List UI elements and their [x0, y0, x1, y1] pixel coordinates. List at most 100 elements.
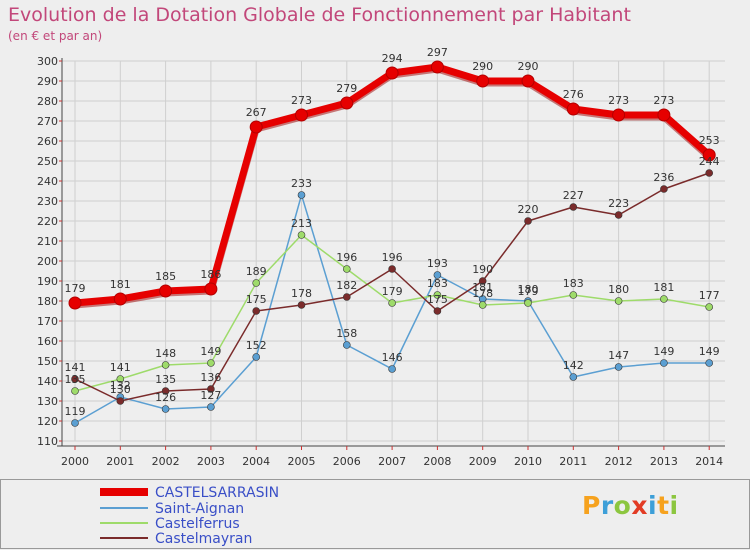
y-tick-label: 130	[37, 395, 58, 408]
y-tick-label: 170	[37, 315, 58, 328]
data-label: 135	[155, 373, 176, 386]
data-label: 190	[472, 263, 493, 276]
logo-letter: x	[631, 491, 648, 520]
data-point	[340, 96, 354, 110]
data-label: 152	[246, 339, 267, 352]
data-point	[569, 291, 578, 299]
data-label: 253	[699, 134, 720, 147]
data-label: 183	[427, 277, 448, 290]
data-label: 146	[382, 351, 403, 364]
data-label: 148	[155, 347, 176, 360]
data-point	[660, 185, 668, 193]
y-tick-label: 280	[37, 95, 58, 108]
data-label: 132	[110, 379, 131, 392]
chart-title: Evolution de la Dotation Globale de Fonc…	[8, 4, 631, 26]
x-tick-label: 2008	[423, 455, 451, 468]
chart-subtitle: (en € et par an)	[8, 29, 103, 43]
y-tick-label: 300	[37, 55, 58, 68]
data-point	[478, 301, 487, 309]
y-tick-label: 240	[37, 175, 58, 188]
data-label: 175	[246, 293, 267, 306]
y-tick-label: 140	[37, 375, 58, 388]
data-point	[388, 265, 396, 273]
data-label: 130	[110, 383, 131, 396]
y-tick-label: 190	[37, 275, 58, 288]
logo-letter: o	[613, 491, 632, 520]
y-tick-label: 150	[37, 355, 58, 368]
data-point	[295, 108, 308, 122]
x-tick-label: 2003	[197, 455, 225, 468]
data-label: 267	[246, 106, 267, 119]
x-tick-label: 2007	[378, 455, 406, 468]
x-tick-label: 2004	[242, 455, 270, 468]
data-label: 297	[427, 46, 448, 59]
data-label: 185	[155, 270, 176, 283]
data-point	[705, 303, 714, 311]
logo-letter: i	[648, 491, 658, 520]
data-label: 149	[653, 345, 674, 358]
logo-letter: P	[582, 491, 601, 520]
data-label: 233	[291, 177, 312, 190]
data-label: 119	[65, 405, 86, 418]
data-point	[161, 405, 170, 413]
data-point	[204, 282, 218, 296]
data-label: 213	[291, 217, 312, 230]
data-label: 189	[246, 265, 267, 278]
data-point	[524, 217, 532, 225]
legend-label: CASTELSARRASIN	[155, 485, 279, 501]
x-tick-label: 2006	[333, 455, 361, 468]
data-label: 294	[382, 52, 403, 65]
data-label: 290	[472, 60, 493, 73]
data-point	[116, 375, 125, 383]
data-point	[297, 191, 306, 199]
data-point	[297, 231, 306, 239]
data-point	[252, 353, 261, 361]
data-point	[207, 385, 215, 393]
data-point	[702, 148, 716, 162]
data-point	[660, 295, 668, 303]
data-point	[207, 403, 215, 411]
x-tick-label: 2000	[61, 455, 89, 468]
data-point	[161, 387, 170, 395]
logo-letter: t	[657, 491, 670, 520]
data-point	[524, 299, 532, 307]
data-point	[68, 296, 82, 310]
data-label: 220	[518, 203, 539, 216]
data-point	[614, 211, 623, 219]
y-tick-label: 160	[37, 335, 58, 348]
x-tick-label: 2010	[514, 455, 542, 468]
data-point	[521, 74, 535, 88]
data-point	[566, 102, 580, 116]
logo-letter: i	[669, 491, 679, 520]
data-label: 273	[291, 94, 312, 107]
x-tick-label: 2005	[288, 455, 316, 468]
data-label: 149	[200, 345, 221, 358]
data-point	[657, 108, 671, 122]
data-label: 181	[653, 281, 674, 294]
data-label: 279	[336, 82, 357, 95]
data-label: 273	[608, 94, 629, 107]
data-label: 244	[699, 155, 720, 168]
data-point	[388, 299, 396, 307]
x-tick-label: 2011	[559, 455, 587, 468]
data-labels: 119 132 126 127 152 233 158 146 193 181 180 142 147 1…	[65, 46, 720, 418]
data-label: 273	[653, 94, 674, 107]
x-tick-label: 2001	[106, 455, 134, 468]
data-label: 181	[472, 281, 493, 294]
x-tick-label: 2009	[469, 455, 497, 468]
x-tick-label: 2002	[152, 455, 180, 468]
y-tick-label: 200	[37, 255, 58, 268]
data-point	[342, 293, 351, 301]
data-label: 180	[518, 283, 539, 296]
data-point	[113, 292, 127, 306]
plot-area	[62, 61, 725, 441]
legend-label: Castelferrus	[155, 516, 240, 532]
legend: CASTELSARRASINSaint-AignanCastelferrusCa…	[100, 485, 279, 547]
data-label: 276	[563, 88, 584, 101]
data-point	[433, 291, 442, 299]
data-label: 182	[336, 279, 357, 292]
data-label: 141	[110, 361, 131, 374]
y-tick-label: 210	[37, 235, 58, 248]
data-point	[705, 359, 714, 367]
